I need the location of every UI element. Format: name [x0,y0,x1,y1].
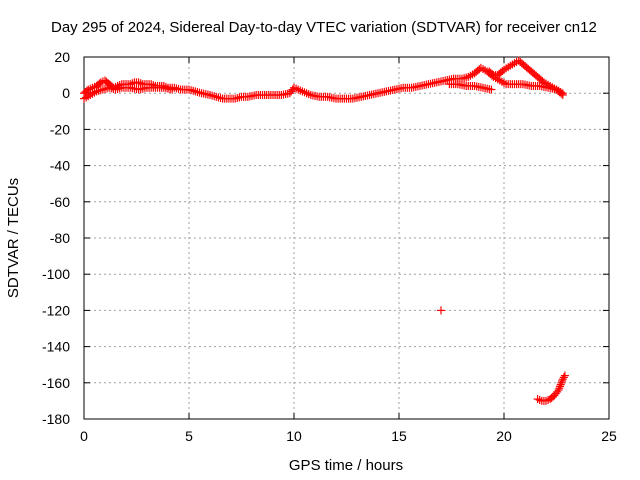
upper_arc-point [558,91,567,100]
y-axis-title: SDTVAR / TECUs [5,178,22,298]
x-tick-label: 20 [496,428,512,444]
main_band-point [195,88,204,97]
y-tick-label: -120 [42,302,70,318]
y-tick-label: -100 [42,266,70,282]
main_band-point [185,85,193,94]
y-tick-label: -80 [50,230,70,246]
main_band-point [214,93,223,102]
low_arc-point [556,380,565,389]
x-tick-label: 10 [286,428,302,444]
y-tick-label: -40 [50,158,70,174]
lower_band-point [98,85,107,94]
main_band-point [235,93,244,102]
low_arc-point [557,378,566,387]
x-tick-label: 15 [391,428,407,444]
x-tick-label: 25 [601,428,617,444]
main_band-point [174,84,183,93]
y-tick-label: -60 [50,194,70,210]
low_arc-point [560,371,569,380]
main_band-point [191,87,200,96]
lower_band-point [487,85,496,94]
low_arc-point [559,373,568,382]
ticks-layer: 0 5 10 15 20 25 20 0 -20 -40 -60 -80 -100 -120 -140 -16… [42,49,617,444]
main_band-point [233,94,242,103]
main_band-point [187,86,196,95]
y-tick-label: -180 [42,411,70,427]
main_band-point [206,91,214,100]
upper_arc-point [488,69,497,78]
lower_band-point [168,85,177,94]
main_band-point [231,94,240,103]
low_arc-point [533,395,542,404]
chart-title: Day 295 of 2024, Sidereal Day-to-day VTE… [51,19,597,36]
y-tick-label: 0 [62,85,70,101]
y-tick-label: -20 [50,121,70,137]
outlier-point [437,306,445,315]
low_arc-point [558,376,567,385]
main_band-point [210,92,219,101]
data-points [80,56,569,405]
main_band-point [170,83,179,92]
main_band-point [216,94,225,103]
x-tick-label: 0 [80,428,88,444]
grid-layer [84,57,609,419]
y-tick-label: -140 [42,339,70,355]
y-tick-label: 20 [54,49,70,65]
low_arc-point [558,375,567,384]
upper_arc-point [557,89,566,98]
main_band-point [172,84,181,93]
low_arc-point [554,386,563,395]
main_band-point [134,78,143,87]
x-tick-label: 5 [185,428,193,444]
x-axis-title: GPS time / hours [289,457,403,474]
main_band-point [212,92,221,101]
low_arc-point [556,382,564,391]
low_arc-point [535,395,544,404]
y-tick-label: -160 [42,375,70,391]
low_arc-point [555,384,564,393]
main_band-point [193,87,202,96]
